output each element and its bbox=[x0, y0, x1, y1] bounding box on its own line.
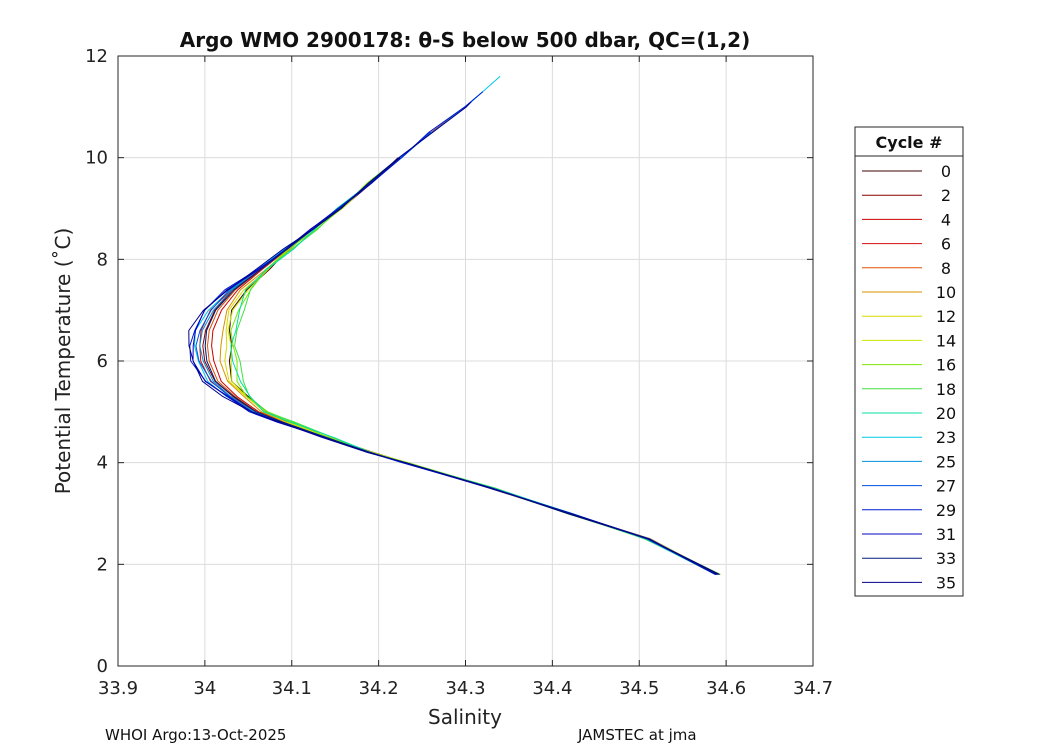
x-tick-label: 34.3 bbox=[445, 678, 485, 699]
x-axis-label: Salinity bbox=[428, 705, 502, 729]
legend-label: 14 bbox=[936, 331, 956, 350]
x-tick-label: 34.1 bbox=[272, 678, 312, 699]
legend: Cycle # 0 2 4 6 8 10 12 14 16 18 20 23 25 27 29 31 33 35 bbox=[854, 126, 964, 597]
series-line-cycle-35 bbox=[188, 101, 720, 575]
legend-label: 2 bbox=[941, 186, 951, 205]
y-tick-label: 0 bbox=[97, 656, 108, 677]
legend-label: 31 bbox=[936, 525, 956, 544]
x-tick-label: 33.9 bbox=[98, 678, 138, 699]
series-lines bbox=[188, 75, 721, 575]
legend-label: 16 bbox=[936, 356, 956, 375]
legend-label: 33 bbox=[936, 549, 956, 568]
legend-label: 6 bbox=[941, 235, 951, 254]
y-tick-label: 12 bbox=[85, 46, 108, 67]
chart-title: Argo WMO 2900178: θ-S below 500 dbar, QC… bbox=[180, 28, 750, 52]
legend-label: 4 bbox=[941, 210, 951, 229]
y-tick-label: 10 bbox=[85, 148, 108, 169]
x-tick-label: 34.7 bbox=[793, 678, 833, 699]
x-tick-label: 34.2 bbox=[359, 678, 399, 699]
legend-label: 29 bbox=[936, 501, 956, 520]
legend-label: 27 bbox=[936, 477, 956, 496]
plot-area: 33.9 34 34.1 34.2 34.3 34.4 34.5 34.6 34.7 0 2 4 6 8… bbox=[85, 46, 833, 699]
legend-label: 18 bbox=[936, 380, 956, 399]
x-tick-label: 34.4 bbox=[532, 678, 572, 699]
x-axis-ticks: 33.9 34 34.1 34.2 34.3 34.4 34.5 34.6 34.7 bbox=[98, 56, 833, 699]
legend-label: 12 bbox=[936, 307, 956, 326]
x-tick-label: 34 bbox=[193, 678, 216, 699]
y-axis-ticks: 0 2 4 6 8 10 12 bbox=[85, 46, 813, 677]
y-tick-label: 2 bbox=[97, 554, 108, 575]
legend-label: 20 bbox=[936, 404, 956, 423]
legend-label: 8 bbox=[941, 259, 951, 278]
legend-label: 35 bbox=[936, 573, 956, 592]
legend-box bbox=[854, 126, 964, 597]
legend-label: 0 bbox=[941, 162, 951, 181]
legend-label: 23 bbox=[936, 428, 956, 447]
legend-label: 25 bbox=[936, 452, 956, 471]
legend-label: 10 bbox=[936, 283, 956, 302]
legend-entries: 0 2 4 6 8 10 12 14 16 18 20 23 25 27 29 31 33 35 bbox=[862, 162, 956, 592]
x-tick-label: 34.5 bbox=[619, 678, 659, 699]
y-tick-label: 4 bbox=[97, 453, 108, 474]
y-tick-label: 8 bbox=[97, 249, 108, 270]
footer-left: WHOI Argo:13-Oct-2025 bbox=[105, 726, 287, 744]
legend-title: Cycle # bbox=[876, 133, 943, 152]
y-tick-label: 6 bbox=[97, 351, 108, 372]
y-axis-label: Potential Temperature (˚C) bbox=[51, 228, 75, 495]
x-tick-label: 34.6 bbox=[706, 678, 746, 699]
footer-right: JAMSTEC at jma bbox=[578, 726, 697, 744]
